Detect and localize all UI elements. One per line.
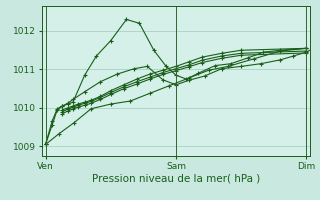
X-axis label: Pression niveau de la mer( hPa ): Pression niveau de la mer( hPa ): [92, 173, 260, 183]
